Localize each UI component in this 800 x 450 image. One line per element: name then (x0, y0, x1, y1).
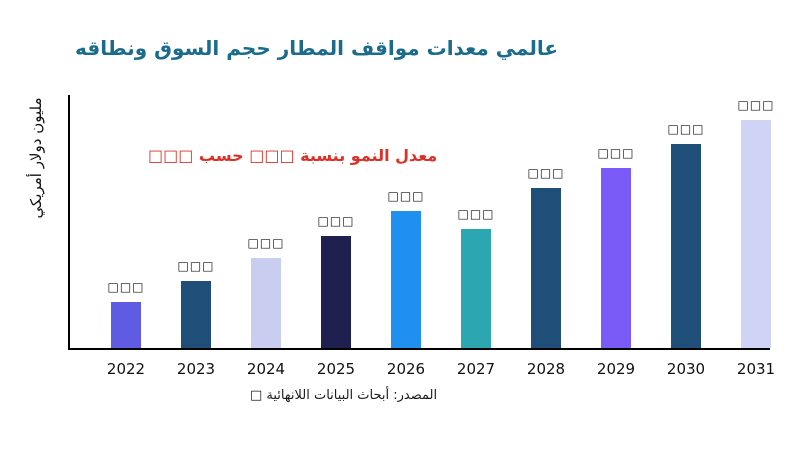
bar-group-2030: □□□ 2030 (651, 95, 721, 378)
source-text: المصدر: أبحاث البيانات اللانهائية □ (250, 388, 438, 403)
bar-2027 (461, 229, 491, 348)
bar-value-label: □□□ (527, 166, 565, 180)
bar-2028 (531, 188, 561, 348)
bar-group-2031: □□□ 2031 (721, 95, 791, 378)
x-tick-label-2023: 2023 (176, 360, 216, 378)
bar-2030 (671, 144, 701, 348)
bar-group-2024: □□□ 2024 (231, 95, 301, 378)
bar-group-2025: □□□ 2025 (301, 95, 371, 378)
x-tick-label-2028: 2028 (526, 360, 566, 378)
x-tick-label-2027: 2027 (456, 360, 496, 378)
bar-2031 (741, 120, 771, 348)
y-axis-label: مليون دولار أمريكي (27, 97, 45, 219)
bar-value-label: □□□ (457, 207, 495, 221)
plot-area: □□□ 2022 □□□ 2023 □□□ 2024 □□□ 2025 □□□ 2026 □□□ 20… (68, 95, 775, 378)
bar-group-2022: □□□ 2022 (91, 95, 161, 378)
bar-2024 (251, 258, 281, 348)
bar-group-2029: □□□ 2029 (581, 95, 651, 378)
bar-2026 (391, 211, 421, 348)
bar-value-label: □□□ (317, 214, 355, 228)
bar-group-2026: □□□ 2026 (371, 95, 441, 378)
chart-title: عالمي معدات مواقف المطار حجم السوق ونطاق… (75, 36, 559, 60)
bar-2029 (601, 168, 631, 348)
x-tick-label-2025: 2025 (316, 360, 356, 378)
bar-value-label: □□□ (247, 236, 285, 250)
bar-value-label: □□□ (387, 189, 425, 203)
bar-2023 (181, 281, 211, 348)
x-tick-label-2022: 2022 (106, 360, 146, 378)
bar-group-2028: □□□ 2028 (511, 95, 581, 378)
bar-value-label: □□□ (667, 122, 705, 136)
bar-group-2027: □□□ 2027 (441, 95, 511, 378)
x-tick-label-2024: 2024 (246, 360, 286, 378)
bar-value-label: □□□ (177, 259, 215, 273)
bar-value-label: □□□ (597, 146, 635, 160)
bar-value-label: □□□ (107, 280, 145, 294)
x-tick-label-2029: 2029 (596, 360, 636, 378)
x-tick-label-2031: 2031 (736, 360, 776, 378)
bar-group-2023: □□□ 2023 (161, 95, 231, 378)
growth-rate-annotation: معدل النمو بنسبة □□□ حسب □□□ (148, 146, 438, 165)
bar-2025 (321, 236, 351, 348)
x-tick-label-2030: 2030 (666, 360, 706, 378)
bar-2022 (111, 302, 141, 348)
x-tick-label-2026: 2026 (386, 360, 426, 378)
bar-value-label: □□□ (737, 98, 775, 112)
